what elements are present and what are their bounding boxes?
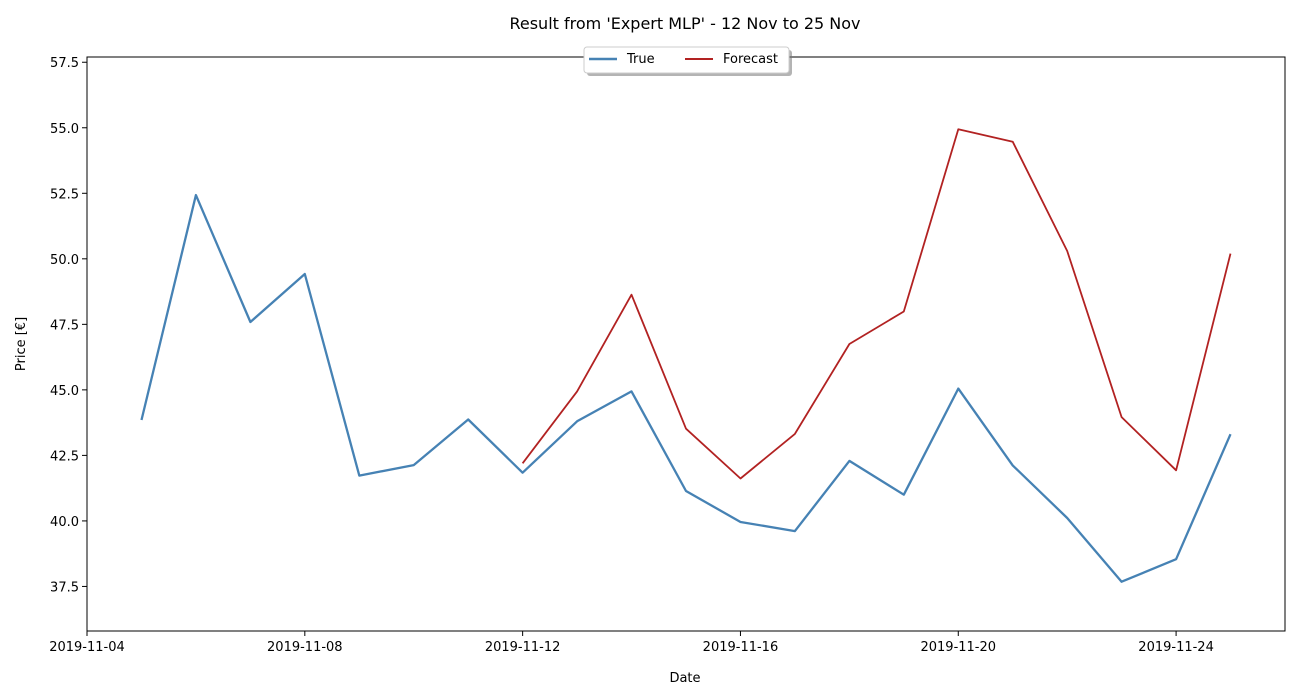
x-tick-label: 2019-11-16 <box>703 640 779 655</box>
legend-label-true: True <box>626 52 655 67</box>
legend-label-forecast: Forecast <box>723 52 778 67</box>
series-layer <box>140 128 1232 583</box>
y-tick-label: 37.5 <box>50 580 79 595</box>
chart-title: Result from 'Expert MLP' - 12 Nov to 25 … <box>509 14 860 33</box>
y-tick-label: 57.5 <box>50 56 79 71</box>
x-tick-label: 2019-11-20 <box>920 640 996 655</box>
y-tick-label: 47.5 <box>50 318 79 333</box>
y-axis-label: Price [€] <box>14 317 29 371</box>
plot-frame <box>86 56 1286 632</box>
x-axis-label: Date <box>669 671 700 686</box>
y-tick-label: 45.0 <box>50 384 79 399</box>
x-axis: 2019-11-04 2019-11-08 2019-11-12 2019-11-16… <box>49 631 1214 655</box>
x-tick-label: 2019-11-04 <box>49 640 125 655</box>
legend: True Forecast <box>583 46 792 76</box>
x-tick-label: 2019-11-12 <box>485 640 561 655</box>
y-tick-label: 50.0 <box>50 253 79 268</box>
series-line-forecast <box>521 128 1232 480</box>
y-axis: 37.5 40.0 42.5 45.0 47.5 50.0 52.5 55.0 57.5 <box>50 56 87 595</box>
y-tick-label: 52.5 <box>50 187 79 202</box>
y-tick-label: 40.0 <box>50 515 79 530</box>
series-line-true <box>140 193 1232 583</box>
x-tick-label: 2019-11-24 <box>1138 640 1214 655</box>
y-tick-label: 55.0 <box>50 122 79 137</box>
y-tick-label: 42.5 <box>50 449 79 464</box>
x-tick-label: 2019-11-08 <box>267 640 343 655</box>
